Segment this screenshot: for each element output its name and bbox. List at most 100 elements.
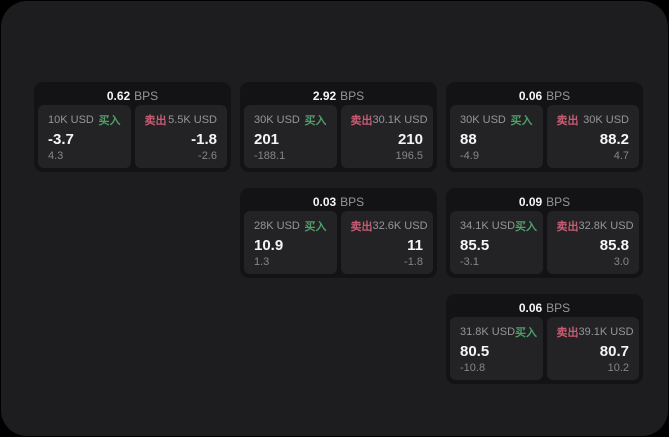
buy-delta: 1.3 — [254, 256, 270, 268]
bps-unit: BPS — [134, 88, 159, 103]
buy-panel-header: 30K USD 买入 — [460, 112, 533, 128]
sell-panel[interactable]: 卖出 32.8K USD 85.8 3.0 — [546, 211, 639, 274]
sell-panel[interactable]: 卖出 30.1K USD 210 196.5 — [340, 105, 433, 168]
buy-amount: 10K USD — [48, 114, 94, 126]
buy-side-label: 买入 — [515, 327, 538, 339]
sell-panel[interactable]: 卖出 32.6K USD 11 -1.8 — [340, 211, 433, 274]
bps-value: 2.92 — [312, 88, 337, 103]
buy-price: 80.5 — [460, 343, 490, 360]
sell-side-label: 卖出 — [556, 115, 579, 127]
bps-unit: BPS — [546, 194, 571, 209]
buy-panel[interactable]: 30K USD 买入 201 -188.1 — [244, 105, 337, 168]
bps-value: 0.62 — [106, 88, 131, 103]
quote-body: 10K USD 买入 -3.7 4.3 卖出 5.5K USD -1.8 -2.… — [38, 105, 227, 168]
bps-value: 0.09 — [518, 194, 543, 209]
sell-side-label: 卖出 — [556, 327, 579, 339]
buy-panel[interactable]: 30K USD 买入 88 -4.9 — [450, 105, 543, 168]
bps-value: 0.06 — [518, 88, 543, 103]
sell-price: 11 — [407, 237, 423, 254]
buy-amount: 34.1K USD — [460, 220, 516, 232]
sell-panel-header: 卖出 32.8K USD — [556, 218, 634, 234]
sell-panel[interactable]: 卖出 30K USD 88.2 4.7 — [546, 105, 639, 168]
buy-amount: 30K USD — [460, 114, 506, 126]
sell-panel-header: 卖出 30.1K USD — [350, 112, 428, 128]
buy-price: 10.9 — [254, 237, 284, 254]
sell-panel-header: 卖出 39.1K USD — [556, 324, 634, 340]
buy-panel-header: 34.1K USD 买入 — [460, 218, 537, 234]
sell-amount: 30.1K USD — [372, 114, 428, 126]
sell-price: 85.8 — [599, 237, 629, 254]
sell-panel[interactable]: 卖出 39.1K USD 80.7 10.2 — [546, 317, 639, 380]
buy-panel[interactable]: 31.8K USD 买入 80.5 -10.8 — [450, 317, 543, 380]
buy-side-label: 买入 — [98, 115, 121, 127]
buy-panel[interactable]: 10K USD 买入 -3.7 4.3 — [38, 105, 131, 168]
buy-delta: -4.9 — [460, 150, 479, 162]
buy-side-label: 买入 — [304, 221, 327, 233]
bps-unit: BPS — [340, 194, 365, 209]
sell-delta: 3.0 — [613, 256, 629, 268]
sell-panel-header: 卖出 32.6K USD — [350, 218, 428, 234]
sell-panel-header: 卖出 30K USD — [557, 112, 630, 128]
quote-card[interactable]: 0.06 BPS 30K USD 买入 88 -4.9 卖出 30K USD — [446, 82, 643, 172]
buy-panel[interactable]: 28K USD 买入 10.9 1.3 — [244, 211, 337, 274]
bps-header: 2.92 BPS — [244, 86, 433, 105]
sell-side-label: 卖出 — [556, 221, 579, 233]
quote-body: 31.8K USD 买入 80.5 -10.8 卖出 39.1K USD 80.… — [450, 317, 639, 380]
buy-delta: 4.3 — [48, 150, 64, 162]
buy-delta: -3.1 — [460, 256, 479, 268]
sell-amount: 30K USD — [583, 114, 629, 126]
quote-body: 28K USD 买入 10.9 1.3 卖出 32.6K USD 11 -1.8 — [244, 211, 433, 274]
sell-delta: 4.7 — [613, 150, 629, 162]
bps-value: 0.03 — [312, 194, 337, 209]
sell-side-label: 卖出 — [350, 115, 373, 127]
sell-delta: -2.6 — [198, 150, 217, 162]
buy-panel-header: 30K USD 买入 — [254, 112, 327, 128]
sell-amount: 5.5K USD — [168, 114, 217, 126]
buy-side-label: 买入 — [515, 221, 538, 233]
buy-delta: -188.1 — [254, 150, 286, 162]
buy-side-label: 买入 — [510, 115, 533, 127]
sell-price: 80.7 — [599, 343, 629, 360]
bps-value: 0.06 — [518, 300, 543, 315]
bps-unit: BPS — [546, 300, 571, 315]
buy-amount: 30K USD — [254, 114, 300, 126]
quote-card[interactable]: 0.06 BPS 31.8K USD 买入 80.5 -10.8 卖出 39.1… — [446, 294, 643, 384]
sell-price: 210 — [397, 131, 423, 148]
quote-card[interactable]: 0.62 BPS 10K USD 买入 -3.7 4.3 卖出 5.5K USD — [34, 82, 231, 172]
bps-header: 0.06 BPS — [450, 86, 639, 105]
buy-price: 85.5 — [460, 237, 490, 254]
bps-header: 0.09 BPS — [450, 192, 639, 211]
bps-header: 0.62 BPS — [38, 86, 227, 105]
quotes-grid: 0.62 BPS 10K USD 买入 -3.7 4.3 卖出 5.5K USD — [34, 82, 643, 384]
buy-price: -3.7 — [48, 131, 74, 148]
sell-panel-header: 卖出 5.5K USD — [145, 112, 218, 128]
sell-amount: 32.6K USD — [372, 220, 428, 232]
buy-amount: 28K USD — [254, 220, 300, 232]
quote-body: 30K USD 买入 201 -188.1 卖出 30.1K USD 210 1… — [244, 105, 433, 168]
bps-header: 0.03 BPS — [244, 192, 433, 211]
sell-price: 88.2 — [599, 131, 629, 148]
sell-amount: 39.1K USD — [578, 326, 634, 338]
quote-card[interactable]: 0.03 BPS 28K USD 买入 10.9 1.3 卖出 32.6K US… — [240, 188, 437, 278]
bps-header: 0.06 BPS — [450, 298, 639, 317]
buy-panel[interactable]: 34.1K USD 买入 85.5 -3.1 — [450, 211, 543, 274]
buy-price: 201 — [254, 131, 280, 148]
sell-delta: 10.2 — [607, 362, 629, 374]
sell-side-label: 卖出 — [144, 115, 167, 127]
quote-card[interactable]: 2.92 BPS 30K USD 买入 201 -188.1 卖出 30.1K … — [240, 82, 437, 172]
sell-panel[interactable]: 卖出 5.5K USD -1.8 -2.6 — [134, 105, 227, 168]
buy-panel-header: 10K USD 买入 — [48, 112, 121, 128]
sell-amount: 32.8K USD — [578, 220, 634, 232]
quote-body: 34.1K USD 买入 85.5 -3.1 卖出 32.8K USD 85.8… — [450, 211, 639, 274]
buy-panel-header: 31.8K USD 买入 — [460, 324, 537, 340]
sell-side-label: 卖出 — [350, 221, 373, 233]
buy-amount: 31.8K USD — [460, 326, 516, 338]
buy-side-label: 买入 — [304, 115, 327, 127]
sell-delta: -1.8 — [404, 256, 423, 268]
bps-unit: BPS — [546, 88, 571, 103]
quote-body: 30K USD 买入 88 -4.9 卖出 30K USD 88.2 4.7 — [450, 105, 639, 168]
quote-card[interactable]: 0.09 BPS 34.1K USD 买入 85.5 -3.1 卖出 32.8K… — [446, 188, 643, 278]
buy-delta: -10.8 — [460, 362, 486, 374]
sell-price: -1.8 — [191, 131, 217, 148]
